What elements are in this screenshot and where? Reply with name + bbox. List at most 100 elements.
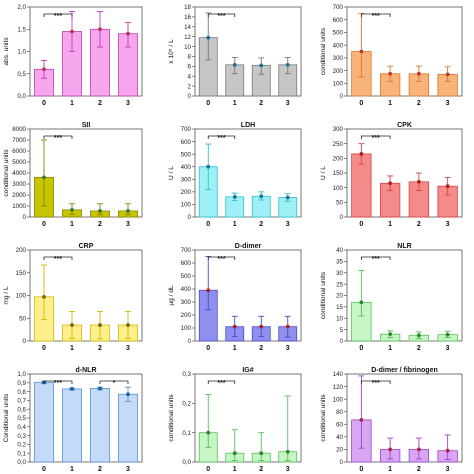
x-tick-label: 3 <box>446 345 450 352</box>
y-tick-label: 0 <box>340 214 344 221</box>
y-tick-label: 300 <box>181 299 192 306</box>
x-tick-label: 1 <box>388 345 392 352</box>
mean-point <box>70 323 74 327</box>
bar <box>62 388 82 463</box>
x-tick-label: 3 <box>126 345 130 352</box>
x-tick-label: 3 <box>286 100 290 107</box>
y-tick-label: 1,0 <box>17 371 26 378</box>
y-axis-label: conditional units <box>168 394 175 442</box>
y-tick-label: 1,0 <box>17 49 26 56</box>
significance-label: *** <box>54 13 62 20</box>
panel-9: 0 5 10 15 20 25 30 35 40 conditional units NLR 0 1 2 3… <box>320 243 463 352</box>
x-tick-label: 1 <box>233 221 237 228</box>
y-tick-label: 14 <box>184 24 191 31</box>
y-tick-label: 60 <box>336 421 343 428</box>
x-tick-label: 0 <box>42 345 46 352</box>
significance-bracket <box>43 380 73 384</box>
y-tick-label: 0,2 <box>17 442 26 449</box>
significance-bracket <box>207 380 236 384</box>
y-tick-label: 150 <box>16 270 27 277</box>
y-tick-label: 500 <box>181 151 192 158</box>
x-tick-label: 0 <box>359 466 363 473</box>
x-tick-label: 2 <box>98 466 102 473</box>
mean-point <box>42 175 46 180</box>
y-tick-label: 40 <box>336 247 343 254</box>
y-tick-label: 8000 <box>12 126 26 133</box>
x-tick-label: 2 <box>259 100 263 107</box>
y-axis-label: mg / L <box>3 286 10 305</box>
y-tick-label: 2,0 <box>17 4 26 11</box>
panel-5: 0 100 200 300 400 500 600 700 U / L LDH 0 1 2 3 *** <box>168 122 302 228</box>
x-tick-label: 1 <box>70 100 74 107</box>
x-tick-label: 1 <box>233 345 237 352</box>
significance-label: *** <box>217 256 225 263</box>
y-tick-label: 300 <box>333 126 344 133</box>
y-tick-label: 16 <box>184 14 191 21</box>
significance-label: *** <box>54 380 62 387</box>
y-tick-label: 700 <box>181 126 192 133</box>
y-tick-label: 2000 <box>12 192 26 199</box>
significance-bracket <box>207 135 236 139</box>
mean-point <box>285 324 290 329</box>
x-tick-label: 2 <box>259 345 263 352</box>
mean-point <box>445 332 450 337</box>
y-tick-label: 20 <box>336 447 343 454</box>
x-tick-label: 2 <box>259 221 263 228</box>
y-tick-label: 400 <box>181 164 192 171</box>
bar <box>90 388 110 463</box>
y-tick-label: 600 <box>181 260 192 267</box>
mean-point <box>359 300 364 305</box>
significance-label: *** <box>217 380 225 387</box>
panel-title: d-NLR <box>76 367 97 374</box>
mean-point <box>42 294 46 299</box>
mean-point <box>388 181 393 186</box>
mean-point <box>232 62 237 67</box>
significance-bracket <box>360 13 391 17</box>
x-tick-label: 2 <box>417 221 421 228</box>
y-tick-label: 500 <box>181 273 192 280</box>
panel-8: 0 100 200 300 400 500 600 700 µg / dL D-dimer 0 1 2 3… <box>168 243 302 352</box>
mean-point <box>206 35 211 40</box>
y-tick-label: 0,1 <box>17 450 26 457</box>
mean-point <box>388 447 393 452</box>
mean-point <box>416 179 421 184</box>
y-tick-label: 700 <box>181 247 192 254</box>
x-tick-label: 0 <box>206 100 210 107</box>
y-tick-label: 200 <box>333 156 344 163</box>
y-tick-label: 25 <box>336 281 343 288</box>
y-tick-label: 0,0 <box>182 459 191 466</box>
y-tick-label: 0,3 <box>17 433 26 440</box>
y-tick-label: 0,0 <box>17 93 26 100</box>
y-tick-label: 300 <box>333 55 344 62</box>
y-tick-label: 0,9 <box>17 380 26 387</box>
y-axis-label: x 10⁹ / L <box>168 39 175 64</box>
y-tick-label: 0 <box>340 93 344 100</box>
mean-point <box>98 323 102 327</box>
mean-point <box>388 332 393 337</box>
y-tick-label: 0,8 <box>17 389 26 396</box>
y-tick-label: 10 <box>184 44 191 51</box>
y-tick-label: 600 <box>333 17 344 24</box>
x-tick-label: 0 <box>42 100 46 107</box>
mean-point <box>359 152 364 156</box>
y-tick-label: 5 <box>340 327 344 334</box>
x-tick-label: 3 <box>286 466 290 473</box>
x-tick-label: 0 <box>42 466 46 473</box>
y-tick-label: 0,1 <box>182 430 191 437</box>
y-axis-label: abs. units <box>3 37 10 66</box>
panel-title: NLR <box>397 243 411 250</box>
y-tick-label: 600 <box>181 139 192 146</box>
y-tick-label: 0,2 <box>182 401 191 408</box>
mean-point <box>232 194 237 199</box>
y-tick-label: 20 <box>336 293 343 300</box>
y-tick-label: 700 <box>333 4 344 11</box>
y-tick-label: 100 <box>16 293 27 300</box>
y-tick-label: 400 <box>333 42 344 49</box>
panel-title: LDH <box>241 122 255 129</box>
y-axis-label: U / L <box>320 166 327 180</box>
y-tick-label: 200 <box>333 68 344 75</box>
x-tick-label: 3 <box>126 221 130 228</box>
mean-point <box>259 194 264 199</box>
